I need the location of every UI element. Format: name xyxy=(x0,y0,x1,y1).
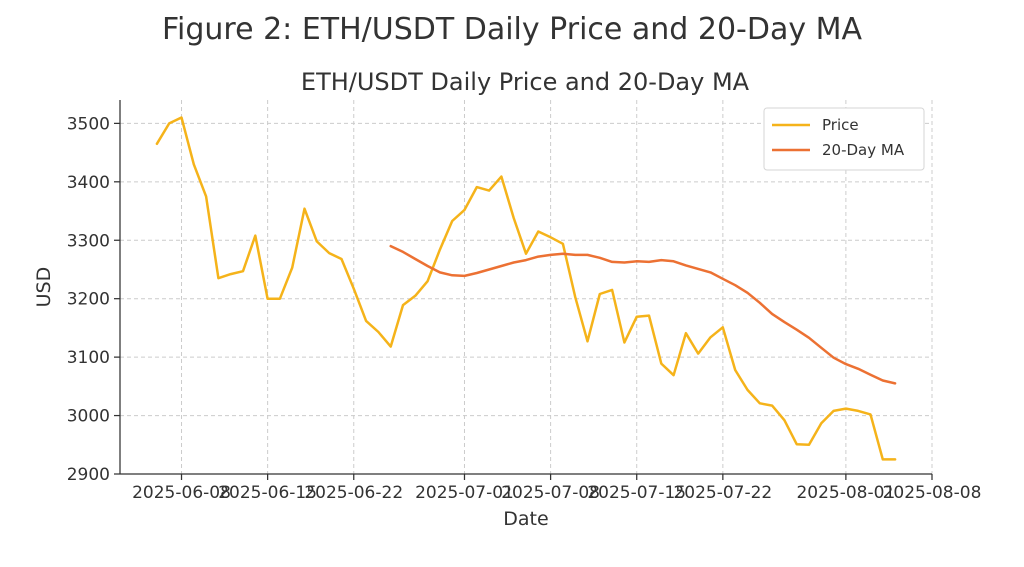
y-tick-label: 2900 xyxy=(67,465,110,485)
y-tick-label: 3500 xyxy=(67,114,110,134)
legend-box xyxy=(763,107,925,171)
x-tick-label: 2025-06-15 xyxy=(218,483,317,503)
y-tick-label: 3000 xyxy=(67,407,110,427)
x-axis-label: Date xyxy=(503,508,548,530)
axes xyxy=(119,100,932,475)
x-tick-label: 2025-07-22 xyxy=(673,483,772,503)
x-tick-label: 2025-06-22 xyxy=(304,483,403,503)
x-tick-label: 2025-07-08 xyxy=(501,483,600,503)
y-ticks: 2900 3000 3100 3200 3300 3400 3500 xyxy=(67,114,120,485)
legend-label-price: Price xyxy=(822,116,859,134)
series-lines xyxy=(155,116,897,461)
grid xyxy=(120,100,933,475)
x-tick-label: 2025-08-01 xyxy=(796,483,895,503)
legend-label-ma: 20-Day MA xyxy=(822,141,905,159)
figure-suptitle: Figure 2: ETH/USDT Daily Price and 20-Da… xyxy=(162,12,863,47)
x-tick-label: 2025-07-15 xyxy=(587,483,686,503)
x-tick-label: 2025-08-08 xyxy=(883,483,982,503)
y-tick-label: 3400 xyxy=(67,173,110,193)
y-tick-label: 3300 xyxy=(67,231,110,251)
chart-title: ETH/USDT Daily Price and 20-Day MA xyxy=(301,68,750,96)
x-tick-label: 2025-07-01 xyxy=(415,483,514,503)
y-axis-label: USD xyxy=(33,267,55,308)
x-tick-label: 2025-06-08 xyxy=(132,483,231,503)
legend: Price 20-Day MA xyxy=(763,107,925,171)
y-tick-label: 3100 xyxy=(67,348,110,368)
ma-line xyxy=(389,244,897,385)
price-line xyxy=(155,116,897,461)
y-tick-label: 3200 xyxy=(67,290,110,310)
